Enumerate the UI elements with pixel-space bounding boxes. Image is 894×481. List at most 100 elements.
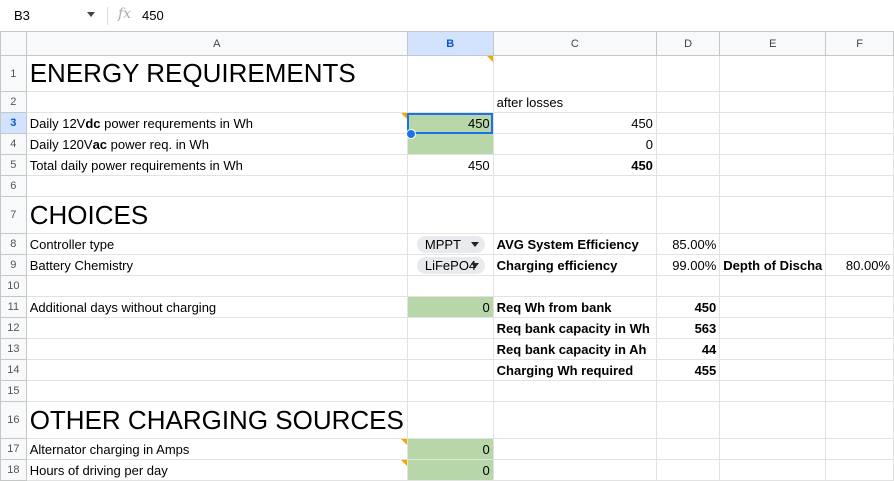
cell-F13[interactable] [825, 338, 894, 360]
cell-F17[interactable] [825, 438, 894, 460]
cell-D7[interactable] [655, 196, 721, 234]
cell-C14[interactable]: Charging Wh required [492, 359, 657, 381]
cell-E10[interactable] [719, 275, 827, 297]
cell-F5[interactable] [825, 154, 894, 176]
dropdown-chip[interactable]: LiFePO4 [416, 256, 485, 274]
cell-E17[interactable] [719, 438, 827, 460]
cell-B15[interactable] [406, 380, 494, 402]
cell-F3[interactable] [825, 112, 894, 134]
cell-F8[interactable] [825, 233, 894, 255]
cell-B12[interactable] [406, 317, 494, 339]
cell-F12[interactable] [825, 317, 894, 339]
cell-C15[interactable] [492, 380, 657, 402]
cell-F14[interactable] [825, 359, 894, 381]
cell-F11[interactable] [825, 296, 894, 318]
select-all-corner[interactable] [0, 31, 27, 56]
cell-F15[interactable] [825, 380, 894, 402]
cell-D10[interactable] [655, 275, 721, 297]
cell-A15[interactable] [25, 380, 408, 402]
cell-C7[interactable] [492, 196, 657, 234]
name-box[interactable]: B3 [14, 8, 30, 23]
row-header[interactable]: 3 [0, 112, 27, 134]
cell-A13[interactable] [25, 338, 408, 360]
cell-A14[interactable] [25, 359, 408, 381]
cell-E8[interactable] [719, 233, 827, 255]
name-box-dropdown-icon[interactable] [87, 12, 95, 17]
cell-C3[interactable]: 450 [492, 112, 657, 134]
cell-C18[interactable] [492, 459, 657, 481]
cell-A1[interactable]: ENERGY REQUIREMENTS [25, 55, 408, 92]
cell-A7[interactable]: CHOICES [25, 196, 408, 234]
cell-E7[interactable] [719, 196, 827, 234]
cell-A10[interactable] [25, 275, 408, 297]
cell-F7[interactable] [825, 196, 894, 234]
cell-D8[interactable]: 85.00% [655, 233, 721, 255]
cell-C9[interactable]: Charging efficiency [492, 254, 657, 276]
cell-A12[interactable] [25, 317, 408, 339]
row-header[interactable]: 18 [0, 459, 27, 481]
cell-A4[interactable]: Daily 120Vac power req. in Wh [25, 133, 408, 155]
cell-D3[interactable] [655, 112, 721, 134]
row-header[interactable]: 8 [0, 233, 27, 255]
column-header-a[interactable]: A [25, 31, 408, 56]
cell-D15[interactable] [655, 380, 721, 402]
cell-C16[interactable] [492, 401, 657, 439]
cell-D5[interactable] [655, 154, 721, 176]
cell-E14[interactable] [719, 359, 827, 381]
cell-E2[interactable] [719, 91, 827, 113]
cell-A9[interactable]: Battery Chemistry [25, 254, 408, 276]
column-header-c[interactable]: C [492, 31, 657, 56]
cell-E5[interactable] [719, 154, 827, 176]
cell-D9[interactable]: 99.00% [655, 254, 721, 276]
cell-E4[interactable] [719, 133, 827, 155]
cell-E9[interactable]: Depth of Discha [719, 254, 827, 276]
cell-E3[interactable] [719, 112, 827, 134]
row-header[interactable]: 1 [0, 55, 27, 92]
cell-E16[interactable] [719, 401, 827, 439]
cell-F18[interactable] [825, 459, 894, 481]
cell-D11[interactable]: 450 [655, 296, 721, 318]
cell-B13[interactable] [406, 338, 494, 360]
cell-C5[interactable]: 450 [492, 154, 657, 176]
cell-D17[interactable] [655, 438, 721, 460]
cell-F9[interactable]: 80.00% [825, 254, 894, 276]
cell-E18[interactable] [719, 459, 827, 481]
cell-B16[interactable] [406, 401, 494, 439]
row-header[interactable]: 4 [0, 133, 27, 155]
cell-A11[interactable]: Additional days without charging [25, 296, 408, 318]
cell-D14[interactable]: 455 [655, 359, 721, 381]
cell-D4[interactable] [655, 133, 721, 155]
cell-E6[interactable] [719, 175, 827, 197]
cell-C2[interactable]: after losses [492, 91, 657, 113]
cell-B6[interactable] [406, 175, 494, 197]
cell-E11[interactable] [719, 296, 827, 318]
cell-C6[interactable] [492, 175, 657, 197]
cell-C12[interactable]: Req bank capacity in Wh [492, 317, 657, 339]
cell-F4[interactable] [825, 133, 894, 155]
cell-B9[interactable]: LiFePO4 [406, 254, 494, 276]
cell-A8[interactable]: Controller type [25, 233, 408, 255]
row-header[interactable]: 9 [0, 254, 27, 276]
cell-B4[interactable] [406, 133, 494, 155]
dropdown-chip[interactable]: MPPT [416, 235, 485, 253]
cell-E1[interactable] [719, 55, 827, 92]
cell-E15[interactable] [719, 380, 827, 402]
cell-D18[interactable] [655, 459, 721, 481]
cell-B7[interactable] [406, 196, 494, 234]
row-header[interactable]: 10 [0, 275, 27, 297]
cell-C11[interactable]: Req Wh from bank [492, 296, 657, 318]
row-header[interactable]: 15 [0, 380, 27, 402]
row-header[interactable]: 12 [0, 317, 27, 339]
column-header-f[interactable]: F [825, 31, 894, 56]
cell-C4[interactable]: 0 [492, 133, 657, 155]
cell-A3[interactable]: Daily 12Vdc power requrements in Wh [25, 112, 408, 134]
cell-C10[interactable] [492, 275, 657, 297]
cell-F10[interactable] [825, 275, 894, 297]
cell-B11[interactable]: 0 [406, 296, 494, 318]
row-header[interactable]: 11 [0, 296, 27, 318]
row-header[interactable]: 7 [0, 196, 27, 234]
cell-D6[interactable] [655, 175, 721, 197]
cell-A6[interactable] [25, 175, 408, 197]
cell-C8[interactable]: AVG System Efficiency [492, 233, 657, 255]
column-header-b[interactable]: B [406, 31, 494, 56]
